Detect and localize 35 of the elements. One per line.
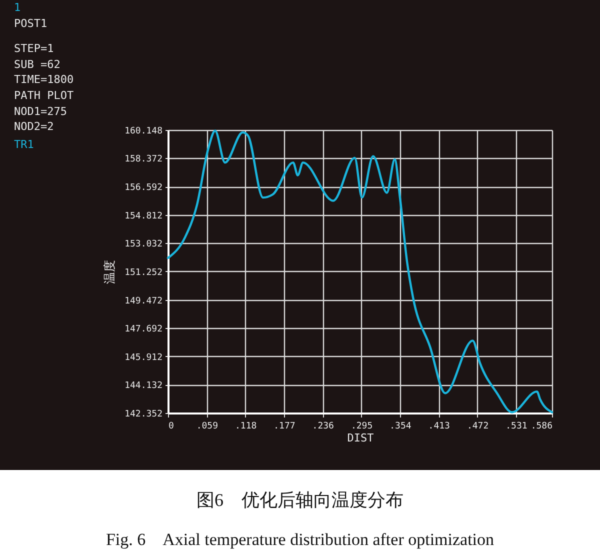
text: PATH PLOT [14,88,74,104]
text: TR1 [14,136,35,152]
text: Fig. 6 Axial temperature distribution after optimization [104,529,496,551]
text: NOD1=275 [14,104,68,120]
x-tick-label: .531 [506,422,528,432]
y-tick-label: 153.032 [124,240,162,250]
y-tick-label: 151.252 [124,268,162,278]
text: TIME=1800 [14,72,74,88]
y-tick-label: 156.592 [124,183,162,194]
y-tick-label: 160.148 [124,126,162,136]
x-tick-label: .295 [350,422,373,432]
y-tick-label: 145.912 [124,352,162,363]
text: POST1 [14,16,48,32]
x-tick-label: .236 [312,422,334,432]
y-axis-title: 温度 [102,260,117,284]
text: 图6 优化后轴向温度分布 [196,489,404,512]
x-tick-label: .472 [466,422,489,432]
x-tick-label: .059 [196,422,218,432]
x-tick-label: 0 [168,422,174,432]
y-tick-label: 147.692 [124,324,162,335]
text: NOD2=2 [14,119,55,135]
text: 1 [14,0,22,16]
y-tick-label: 144.132 [124,381,162,392]
x-tick-label: .586 [530,422,552,432]
x-axis-title: DIST [347,432,374,444]
y-tick-label: 154.812 [124,211,162,222]
x-tick-label: .118 [234,422,257,432]
x-tick-label: .177 [274,422,296,432]
y-tick-label: 149.472 [124,296,162,306]
text: STEP=1 [14,41,55,57]
y-tick-label: 142.352 [124,410,162,420]
y-tick-label: 158.372 [124,154,162,165]
x-tick-label: .354 [390,422,412,432]
x-tick-label: .413 [428,422,450,432]
text: SUB =62 [14,56,62,72]
